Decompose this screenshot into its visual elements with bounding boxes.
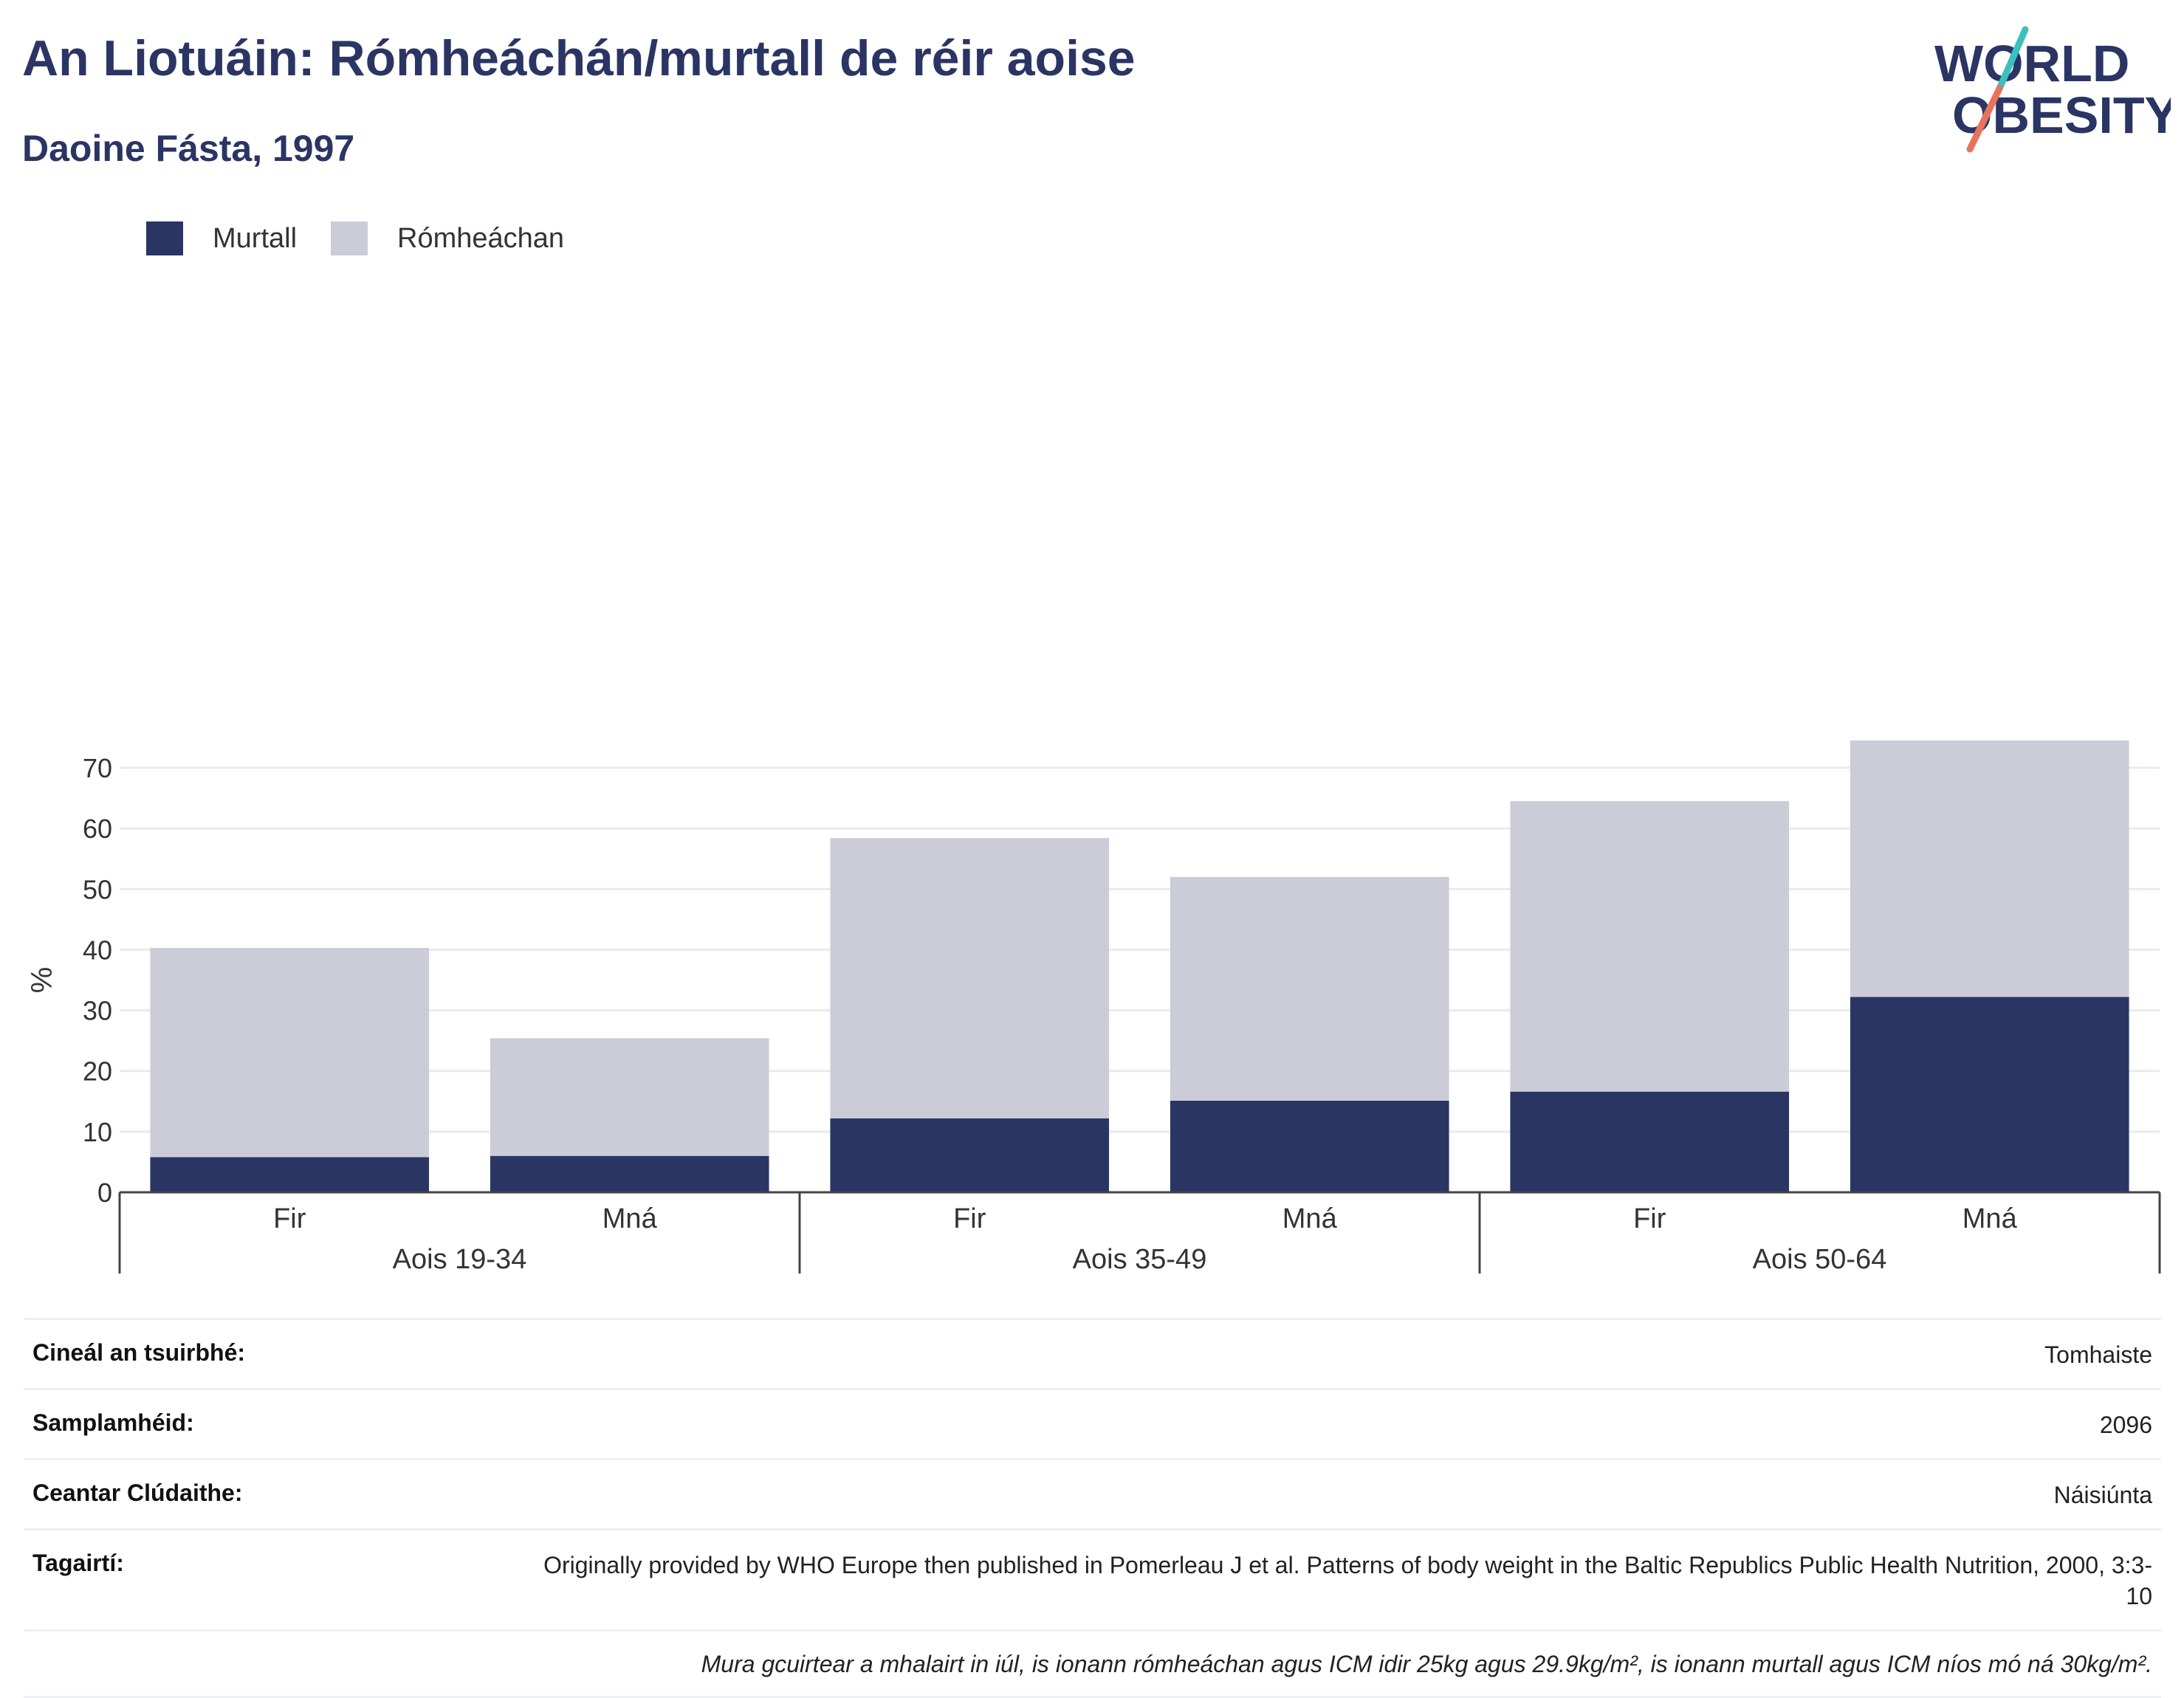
y-tick-label: 10	[83, 1117, 112, 1147]
info-row-sample-size: Samplamhéid: 2096	[24, 1388, 2161, 1458]
x-tick-label: Mná	[602, 1203, 658, 1234]
bar-rmhechan-2	[490, 1038, 769, 1156]
x-tick-label: Fir	[953, 1203, 986, 1234]
info-value: Náisiúnta	[2053, 1482, 2152, 1508]
legend-item-murtall[interactable]: Murtall	[146, 221, 297, 255]
world-obesity-logo: WORLD OBESITY	[1934, 26, 2171, 153]
y-tick-label: 20	[83, 1056, 112, 1087]
info-value: Originally provided by WHO Europe then p…	[543, 1552, 2152, 1609]
info-label: Samplamhéid:	[32, 1409, 194, 1436]
bar-rmhechan-6	[1850, 740, 2129, 997]
legend-label-romheachan: Rómheáchan	[397, 222, 565, 254]
svg-text:WORLD: WORLD	[1934, 35, 2129, 92]
bar-murtall-5	[1510, 1091, 1790, 1192]
legend-swatch-murtall	[146, 221, 183, 255]
bar-murtall-2	[490, 1155, 769, 1192]
bar-murtall-3	[830, 1118, 1110, 1192]
info-row-references: Tagairtí: Originally provided by WHO Eur…	[24, 1528, 2161, 1629]
definition-note: Mura gcuirtear a mhalairt in iúl, is ion…	[24, 1629, 2161, 1698]
x-group-label: Aois 50-64	[1753, 1244, 1887, 1275]
chart-subtitle: Daoine Fásta, 1997	[22, 128, 355, 169]
y-tick-label: 60	[83, 814, 112, 844]
bar-rmhechan-4	[1170, 876, 1449, 1101]
info-value: 2096	[2099, 1412, 2152, 1438]
info-label: Cineál an tsuirbhé:	[32, 1339, 246, 1366]
bar-murtall-1	[150, 1157, 430, 1192]
y-axis-label: %	[26, 967, 58, 994]
bar-chart: 0 10 20 30 40 50 60 70% Fir Mná Fir Mná Fir Mná Aois 1…	[26, 740, 2161, 1275]
legend-swatch-romheachan	[331, 221, 368, 255]
info-row-survey-type: Cineál an tsuirbhé: Tomhaiste	[24, 1318, 2161, 1388]
x-tick-label: Fir	[273, 1203, 306, 1234]
legend-item-romheachan[interactable]: Rómheáchan	[331, 221, 564, 255]
info-label: Tagairtí:	[32, 1550, 124, 1576]
y-tick-label: 0	[97, 1178, 112, 1208]
survey-info-table: Cineál an tsuirbhé: Tomhaiste Samplamhéi…	[24, 1318, 2161, 1698]
info-label: Ceantar Clúdaithe:	[32, 1479, 243, 1506]
y-tick-label: 50	[83, 874, 112, 904]
legend-label-murtall: Murtall	[213, 222, 298, 254]
y-tick-label: 70	[83, 753, 112, 783]
info-value: Tomhaiste	[2044, 1341, 2152, 1368]
y-tick-label: 40	[83, 935, 112, 965]
bar-rmhechan-3	[830, 838, 1110, 1118]
x-tick-label: Mná	[1282, 1203, 1338, 1234]
chart-title: An Liotuáin: Rómheáchán/murtall de réir …	[22, 30, 1136, 86]
x-tick-label: Fir	[1633, 1203, 1666, 1234]
bar-murtall-4	[1170, 1100, 1449, 1192]
x-tick-label: Mná	[1962, 1203, 2018, 1234]
x-group-label: Aois 19-34	[393, 1244, 527, 1275]
bar-rmhechan-1	[150, 947, 430, 1158]
bar-rmhechan-5	[1510, 801, 1790, 1092]
x-group-label: Aois 35-49	[1073, 1244, 1207, 1275]
bar-murtall-6	[1850, 997, 2129, 1192]
info-row-coverage: Ceantar Clúdaithe: Náisiúnta	[24, 1458, 2161, 1528]
y-tick-label: 30	[83, 996, 112, 1026]
chart-legend: Murtall Rómheáchan	[146, 219, 598, 258]
